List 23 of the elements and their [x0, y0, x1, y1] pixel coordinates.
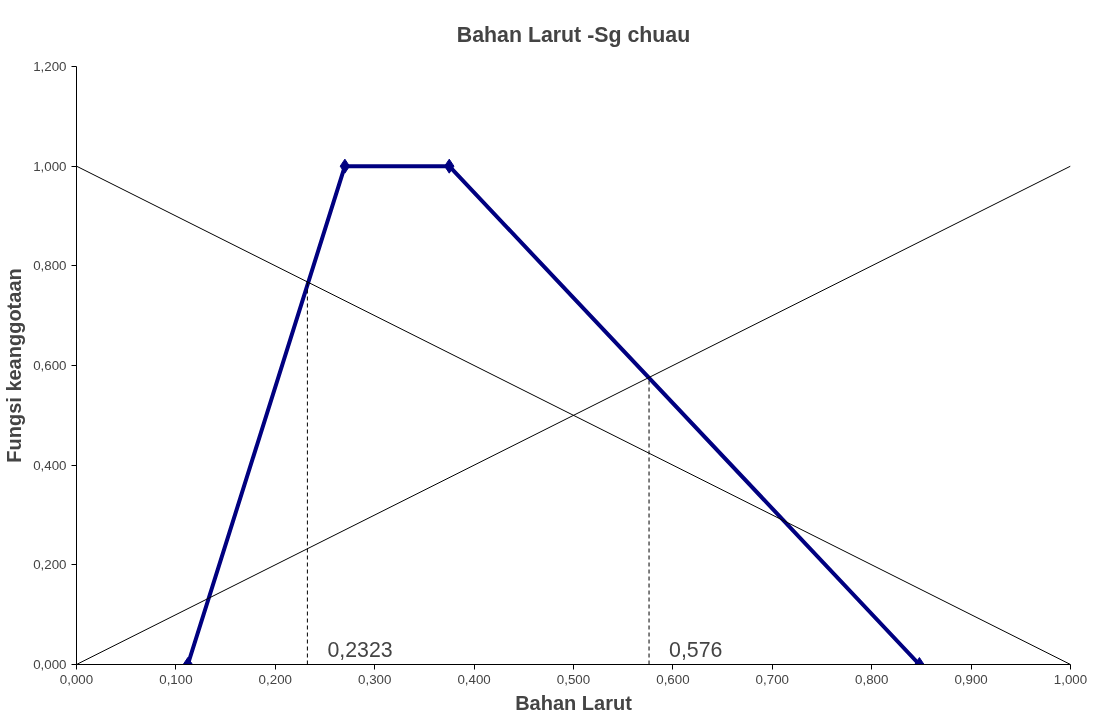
chart-title: Bahan Larut -Sg chuau — [456, 22, 691, 47]
x-tick-label: 0,700 — [755, 671, 789, 687]
y-tick-label: 0,800 — [33, 258, 67, 274]
annotation: 0,2323 — [327, 637, 393, 662]
x-tick-label: 0,200 — [258, 671, 292, 687]
x-tick-label: 0,300 — [358, 671, 392, 687]
x-tick-label: 0,500 — [556, 671, 591, 687]
x-tick-label: 0,400 — [457, 671, 491, 687]
x-tick-label: 0,000 — [59, 671, 94, 687]
x-tick-label: 0,900 — [954, 671, 988, 687]
y-axis-title: Fungsi keanggotaan — [3, 268, 26, 463]
y-tick-label: 1,200 — [33, 59, 67, 74]
x-tick-label: 0,800 — [855, 671, 889, 687]
x-tick-label: 0,100 — [159, 671, 193, 687]
y-tick-label: 0,600 — [33, 358, 67, 373]
y-tick-label: 0,000 — [33, 657, 67, 672]
y-tick-label: 0,400 — [33, 457, 67, 473]
y-tick-label: 0,200 — [33, 557, 67, 573]
x-tick-label: 1,000 — [1053, 671, 1088, 687]
x-tick-label: 0,600 — [656, 671, 690, 687]
x-axis-title: Bahan Larut — [515, 691, 633, 714]
annotation: 0,576 — [669, 637, 723, 662]
y-tick-label: 1,000 — [33, 158, 67, 174]
